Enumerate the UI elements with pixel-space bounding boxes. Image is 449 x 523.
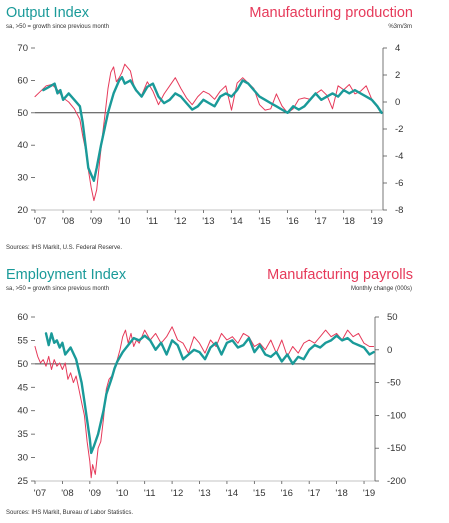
- y-right-tick-label: -200: [387, 476, 406, 487]
- x-tick-label: '17: [314, 216, 326, 227]
- y-right-tick-label: -2: [395, 124, 403, 135]
- y-left-tick-label: 45: [17, 382, 28, 393]
- y-left-tick-label: 70: [17, 43, 28, 54]
- chart-subtitle-left: sa, >50 = growth since previous month: [6, 24, 110, 30]
- y-left-tick-label: 50: [17, 359, 28, 370]
- y-right-tick-label: 0: [387, 345, 392, 356]
- x-tick-label: '15: [258, 216, 270, 227]
- y-right-tick-label: -6: [395, 178, 403, 189]
- x-tick-label: '14: [226, 488, 238, 499]
- x-tick-label: '19: [371, 216, 383, 227]
- series-line-index: [44, 332, 375, 455]
- chart-title-right: Manufacturing payrolls: [267, 267, 413, 283]
- y-right-tick-label: 50: [387, 312, 398, 323]
- x-tick-label: '07: [34, 488, 46, 499]
- x-tick-label: '18: [335, 488, 347, 499]
- y-left-tick-label: 50: [17, 108, 28, 119]
- chart-subtitle-left: sa, >50 = growth since previous month: [6, 286, 110, 292]
- x-tick-label: '10: [116, 488, 128, 499]
- x-tick-label: '16: [281, 488, 293, 499]
- x-tick-label: '14: [230, 216, 242, 227]
- y-left-tick-label: 30: [17, 173, 28, 184]
- output-index-chart: 706050403020420-2-4-6-8'07'08'09'10'11'1…: [17, 43, 403, 227]
- x-tick-label: '10: [118, 216, 130, 227]
- x-tick-label: '16: [286, 216, 298, 227]
- series-line-official: [34, 326, 375, 479]
- series-line-index: [42, 76, 383, 182]
- y-left-tick-label: 60: [17, 312, 28, 323]
- x-tick-label: '07: [34, 216, 46, 227]
- y-right-tick-label: 0: [395, 97, 400, 108]
- employment-index-chart: 60 55 50 45 40 35 30 25 50 0 -50 -100 -150 -200 '07 '08…: [17, 312, 406, 499]
- x-tick-label: '19: [363, 488, 375, 499]
- y-right-tick-label: -50: [387, 378, 401, 389]
- x-tick-label: '09: [89, 488, 101, 499]
- y-right-tick-label: 2: [395, 70, 400, 81]
- x-tick-label: '08: [62, 216, 74, 227]
- y-left-tick-label: 25: [17, 476, 28, 487]
- y-left-tick-label: 60: [17, 75, 28, 86]
- y-left-tick-label: 55: [17, 335, 28, 346]
- chart-panel-output: Output Index Manufacturing production sa…: [6, 5, 413, 251]
- x-tick-label: '12: [174, 216, 186, 227]
- y-right-tick-label: -100: [387, 410, 406, 421]
- x-tick-label: '15: [253, 488, 265, 499]
- y-right-tick-label: -8: [395, 205, 403, 216]
- chart-source: Sources: IHS Markit, Bureau of Labor Sta…: [6, 510, 134, 516]
- x-tick-label: '11: [144, 488, 156, 499]
- x-tick-label: '09: [90, 216, 102, 227]
- y-left-tick-label: 20: [17, 205, 28, 216]
- chart-title-right: Manufacturing production: [249, 5, 413, 21]
- x-tick-label: '13: [202, 216, 214, 227]
- chart-title-left: Employment Index: [6, 267, 127, 283]
- chart-subtitle-right: %3m/3m: [388, 24, 412, 30]
- chart-subtitle-right: Monthly change (000s): [350, 286, 412, 292]
- x-tick-label: '08: [61, 488, 73, 499]
- y-left-tick-label: 35: [17, 429, 28, 440]
- y-right-tick-label: 4: [395, 43, 400, 54]
- chart-panel-employment: Employment Index Manufacturing payrolls …: [0, 262, 449, 523]
- x-tick-label: '11: [146, 216, 158, 227]
- chart-title-left: Output Index: [6, 5, 90, 21]
- x-tick-label: '18: [343, 216, 355, 227]
- series-line-official: [34, 63, 383, 202]
- y-left-tick-label: 40: [17, 140, 28, 151]
- x-tick-label: '12: [171, 488, 183, 499]
- y-right-tick-label: -150: [387, 443, 406, 454]
- chart-source: Sources: IHS Markit, U.S. Federal Reserv…: [6, 245, 123, 251]
- y-left-tick-label: 40: [17, 406, 28, 417]
- x-tick-label: '13: [198, 488, 210, 499]
- y-right-tick-label: -4: [395, 151, 403, 162]
- y-left-tick-label: 30: [17, 453, 28, 464]
- x-tick-label: '17: [308, 488, 320, 499]
